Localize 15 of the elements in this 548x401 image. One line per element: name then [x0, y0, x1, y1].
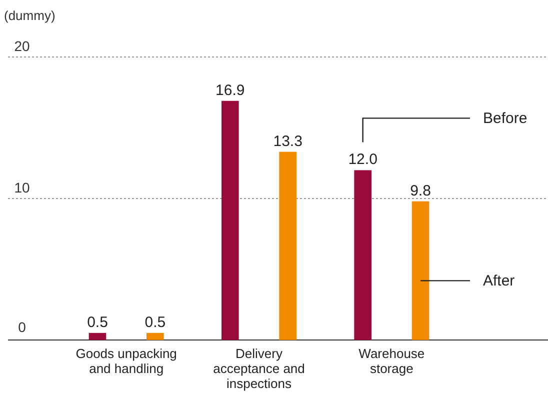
- y-axis-title: (dummy): [4, 8, 56, 23]
- x-tick-label: Warehouse storage: [358, 346, 425, 376]
- x-tick-label: Goods unpacking and handling: [76, 346, 177, 376]
- data-label: 0.5: [87, 314, 108, 331]
- x-tick-label: Delivery acceptance and inspections: [213, 346, 305, 391]
- data-label: 9.8: [410, 182, 431, 200]
- y-tick-label: 10: [14, 180, 30, 196]
- text: After: [483, 272, 515, 290]
- data-label: 0.5: [144, 314, 166, 331]
- text: Before: [483, 110, 528, 128]
- data-label: 13.3: [273, 132, 302, 150]
- data-label: 16.9: [216, 82, 245, 99]
- y-tick-label: 0: [18, 319, 26, 335]
- y-tick-label: 20: [14, 38, 30, 54]
- data-label: 12.0: [348, 151, 378, 168]
